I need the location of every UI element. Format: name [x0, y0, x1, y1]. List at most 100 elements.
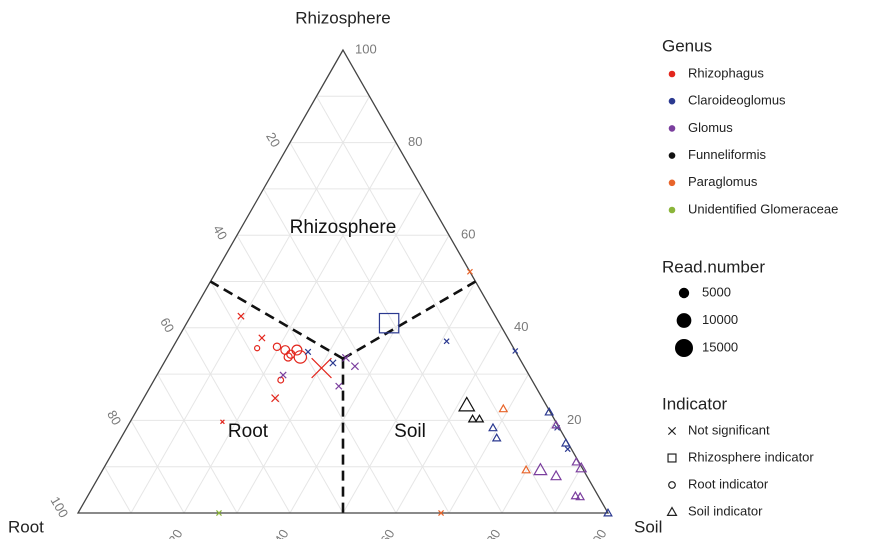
point — [667, 426, 677, 436]
grid-line — [554, 466, 582, 514]
legend-swatch — [668, 70, 676, 78]
point — [350, 362, 359, 371]
point — [564, 446, 571, 453]
point — [533, 462, 548, 476]
axis-title: Root — [8, 517, 44, 536]
legend-label: Unidentified Glomeraceae — [688, 201, 838, 216]
tick-label: 100 — [355, 41, 377, 56]
legend-label: 5000 — [702, 284, 731, 299]
legend-label: Rhizosphere indicator — [688, 449, 814, 464]
point — [498, 403, 509, 413]
legend-label: Root indicator — [688, 476, 769, 491]
legend-label: Glomus — [688, 120, 733, 135]
point — [466, 268, 473, 275]
point — [215, 510, 222, 516]
tick-label: 80 — [104, 408, 124, 428]
axis-title: Soil — [634, 517, 662, 536]
grid-line — [448, 373, 529, 514]
point — [570, 490, 581, 500]
grid-line — [342, 281, 476, 514]
tick-label: 40 — [210, 222, 230, 242]
point — [603, 507, 613, 517]
tick-label: 40 — [271, 527, 291, 539]
region-boundary — [342, 280, 477, 360]
point — [571, 457, 582, 466]
tick-label: 80 — [408, 134, 422, 149]
point — [341, 353, 350, 362]
region-boundary — [209, 280, 344, 360]
point — [311, 357, 332, 379]
grid-line — [183, 142, 397, 514]
legend-label: 15000 — [702, 339, 738, 354]
tick-label: 60 — [377, 527, 397, 539]
legend-label: Funneliformis — [688, 147, 767, 162]
legend-swatch — [668, 125, 676, 132]
grid-line — [236, 188, 423, 514]
point — [458, 396, 476, 412]
tick-label: 60 — [461, 227, 475, 242]
grid-line — [130, 96, 370, 514]
point — [544, 407, 555, 416]
point — [329, 359, 337, 367]
point — [304, 348, 312, 356]
legend-size — [676, 313, 692, 328]
legend-swatch — [668, 206, 676, 214]
point — [293, 350, 308, 364]
point — [237, 312, 245, 320]
grid-line — [157, 373, 238, 514]
legend-swatch — [668, 179, 676, 187]
tick-label: 100 — [586, 527, 610, 539]
point — [550, 469, 563, 481]
tick-label: 20 — [263, 130, 283, 150]
legend-title: Genus — [662, 36, 712, 55]
legend-size — [674, 338, 694, 358]
point — [258, 334, 266, 342]
point — [443, 338, 450, 345]
point — [668, 481, 676, 489]
point — [474, 413, 485, 423]
region-label: Root — [228, 421, 269, 442]
grid-line — [501, 420, 556, 514]
point — [575, 461, 588, 473]
point — [667, 453, 677, 463]
axis-title: Rhizosphere — [295, 8, 390, 27]
legend-title: Read.number — [662, 257, 765, 276]
legend-label: Not significant — [688, 422, 770, 437]
point — [253, 345, 261, 352]
grid-line — [395, 327, 503, 514]
tick-label: 20 — [567, 412, 581, 427]
point — [291, 344, 303, 356]
point — [279, 371, 287, 379]
tick-label: 80 — [483, 527, 503, 539]
point — [271, 394, 280, 403]
point — [560, 438, 571, 447]
point — [666, 506, 678, 516]
legend-title: Indicator — [662, 394, 728, 413]
grid-line — [104, 466, 132, 514]
point — [438, 510, 445, 516]
point — [521, 464, 531, 474]
tick-label: 60 — [157, 315, 177, 335]
point — [378, 312, 400, 334]
legend-swatch — [668, 152, 676, 159]
legend-label: Rhizophagus — [688, 65, 764, 80]
point — [335, 382, 343, 390]
legend-label: Claroideoglomus — [688, 93, 786, 108]
legend-swatch — [668, 97, 676, 105]
point — [512, 347, 519, 354]
point — [575, 491, 586, 501]
grid-line — [263, 188, 450, 514]
tick-label: 20 — [165, 527, 185, 539]
tick-label: 100 — [48, 494, 72, 520]
point — [272, 342, 282, 352]
legend-label: 10000 — [702, 312, 738, 327]
point — [220, 419, 225, 425]
region-label: Soil — [394, 421, 426, 442]
legend-label: Soil indicator — [688, 503, 763, 518]
tick-label: 40 — [514, 319, 528, 334]
point — [551, 419, 561, 429]
grid-line — [316, 96, 556, 514]
point — [283, 352, 293, 362]
legend-label: Paraglomus — [688, 174, 758, 189]
